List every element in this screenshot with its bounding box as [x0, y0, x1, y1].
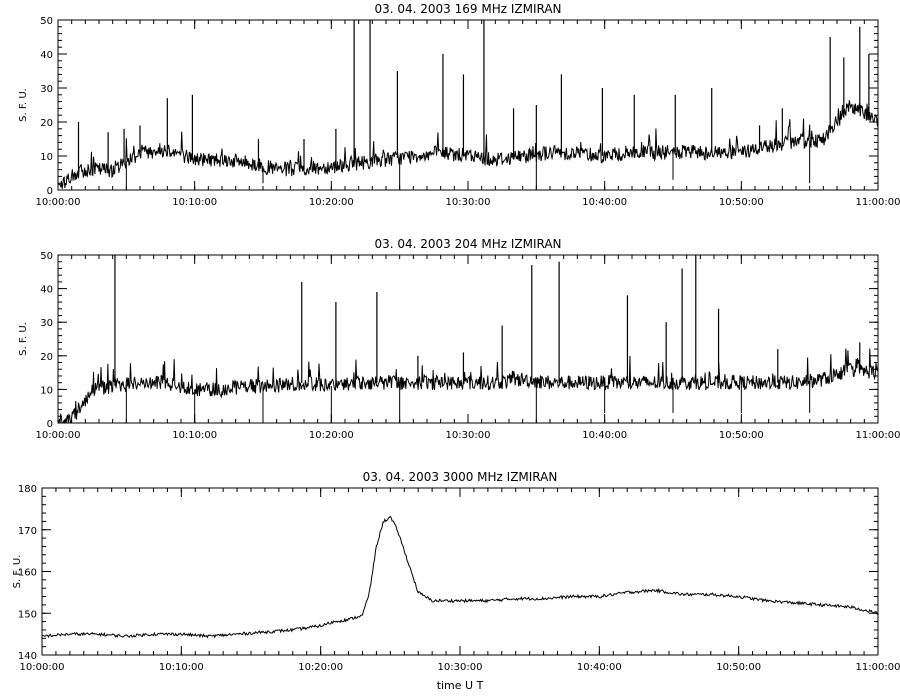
y-tick-label: 30	[40, 318, 53, 329]
y-tick-label: 30	[40, 84, 53, 95]
x-tick-label: 11:00:00	[856, 197, 900, 208]
y-tick-label: 50	[40, 16, 53, 27]
chart-title: 03. 04. 2003 169 MHz IZMIRAN	[374, 2, 561, 16]
series-line	[57, 348, 879, 424]
x-minor-ticks	[57, 254, 879, 424]
x-tick-label: 11:00:00	[856, 430, 900, 441]
x-minor-ticks	[41, 487, 879, 656]
chart-panel-2: 03. 04. 2003 204 MHz IZMIRAN S. F. U. 10:0…	[18, 237, 900, 441]
x-tick-label: 10:40:00	[577, 662, 622, 673]
x-minor-ticks	[57, 19, 879, 191]
y-tick-label: 50	[40, 251, 53, 262]
x-tick-label: 10:00:00	[36, 430, 81, 441]
x-tick-label: 10:30:00	[446, 197, 491, 208]
y-tick-label: 20	[40, 118, 53, 129]
y-axis-label: S. F. U.	[18, 322, 29, 356]
y-tick-label: 0	[47, 419, 53, 430]
x-tick-label: 10:30:00	[438, 662, 483, 673]
x-tick-label: 10:10:00	[172, 430, 217, 441]
y-tick-label: 180	[18, 484, 37, 495]
y-tick-label: 140	[18, 651, 37, 662]
x-tick-label: 10:50:00	[719, 430, 764, 441]
series-line	[57, 100, 879, 189]
y-axis-label: S. F. U.	[12, 555, 23, 589]
x-tick-label: 10:30:00	[446, 430, 491, 441]
chart-title: 03. 04. 2003 204 MHz IZMIRAN	[374, 237, 561, 251]
x-tick-label: 10:20:00	[298, 662, 343, 673]
series-line	[41, 515, 879, 639]
x-axis-label: time U T	[437, 679, 484, 692]
plot-frame	[41, 487, 879, 656]
y-tick-label: 160	[18, 568, 37, 579]
x-tick-label: 10:50:00	[719, 197, 764, 208]
y-tick-label: 150	[18, 609, 37, 620]
chart-panel-3: 03. 04. 2003 3000 MHz IZMIRAN S. F. U. tim…	[12, 470, 900, 692]
plot-frame	[57, 19, 879, 191]
x-tick-label: 10:00:00	[20, 662, 65, 673]
x-tick-label: 10:10:00	[172, 197, 217, 208]
x-tick-label: 10:00:00	[36, 197, 81, 208]
x-tick-label: 10:40:00	[582, 430, 627, 441]
chart-panel-1: 03. 04. 2003 169 MHz IZMIRAN S. F. U. 10:0…	[18, 2, 900, 208]
x-tick-label: 10:10:00	[159, 662, 204, 673]
x-tick-label: 10:40:00	[582, 197, 627, 208]
x-tick-label: 11:00:00	[856, 662, 900, 673]
y-tick-label: 40	[40, 50, 53, 61]
y-axis-label: S. F. U.	[18, 88, 29, 122]
y-tick-label: 20	[40, 352, 53, 363]
y-tick-label: 10	[40, 152, 53, 163]
y-tick-label: 0	[47, 186, 53, 197]
y-tick-label: 170	[18, 526, 37, 537]
x-tick-label: 10:20:00	[309, 197, 354, 208]
x-tick-label: 10:20:00	[309, 430, 354, 441]
plot-frame	[57, 254, 879, 424]
x-tick-label: 10:50:00	[716, 662, 761, 673]
chart-title: 03. 04. 2003 3000 MHz IZMIRAN	[363, 470, 558, 484]
y-tick-label: 10	[40, 385, 53, 396]
y-tick-label: 40	[40, 285, 53, 296]
